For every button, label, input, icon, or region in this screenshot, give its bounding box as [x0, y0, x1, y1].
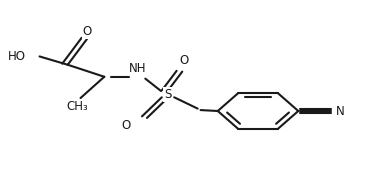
Text: NH: NH [128, 62, 146, 75]
Text: S: S [164, 88, 171, 101]
Text: N: N [336, 105, 345, 117]
Text: O: O [121, 119, 131, 132]
Text: O: O [179, 54, 189, 67]
Text: HO: HO [8, 50, 26, 63]
Text: O: O [82, 25, 92, 38]
Text: CH₃: CH₃ [66, 100, 88, 113]
